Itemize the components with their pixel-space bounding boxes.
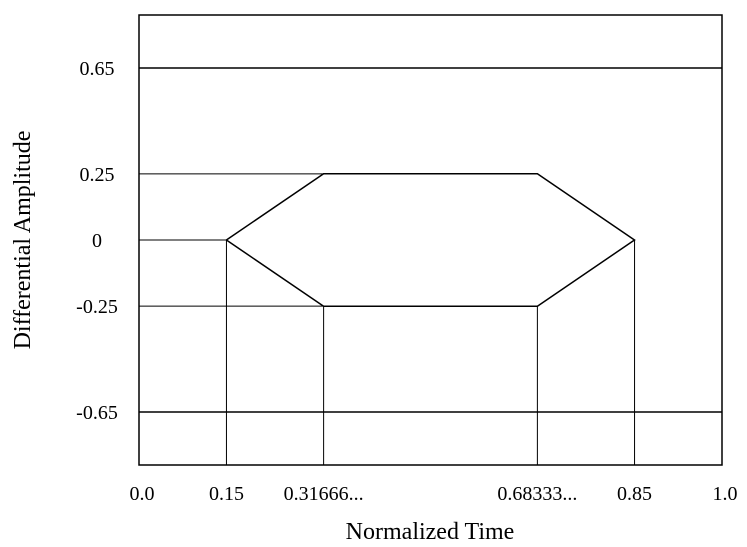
x-tick-label-2: 0.31666... bbox=[284, 483, 364, 505]
y-tick-label-0: 0.65 bbox=[80, 58, 115, 80]
x-tick-label-0: 0.0 bbox=[130, 483, 155, 505]
x-tick-label-3: 0.68333... bbox=[497, 483, 577, 505]
y-tick-label-3: -0.25 bbox=[76, 296, 118, 318]
x-tick-label-5: 1.0 bbox=[713, 483, 738, 505]
limit-lines bbox=[139, 67, 722, 413]
y-tick-label-2: 0 bbox=[92, 230, 102, 252]
guide-lines bbox=[139, 173, 636, 465]
x-tick-label-4: 0.85 bbox=[617, 483, 652, 505]
eye-mask-polygon bbox=[225, 173, 636, 307]
y-tick-labels: 0.65 0.25 0 -0.25 -0.65 bbox=[76, 58, 118, 424]
x-tick-label-1: 0.15 bbox=[209, 483, 244, 505]
eye-mask bbox=[225, 173, 636, 307]
y-tick-label-4: -0.65 bbox=[76, 402, 118, 424]
x-axis-title: Normalized Time bbox=[346, 519, 515, 545]
x-tick-labels: 0.0 0.15 0.31666... 0.68333... 0.85 1.0 bbox=[130, 483, 738, 505]
y-axis-title: Differential Amplitude bbox=[10, 131, 36, 350]
y-tick-label-1: 0.25 bbox=[80, 164, 115, 186]
